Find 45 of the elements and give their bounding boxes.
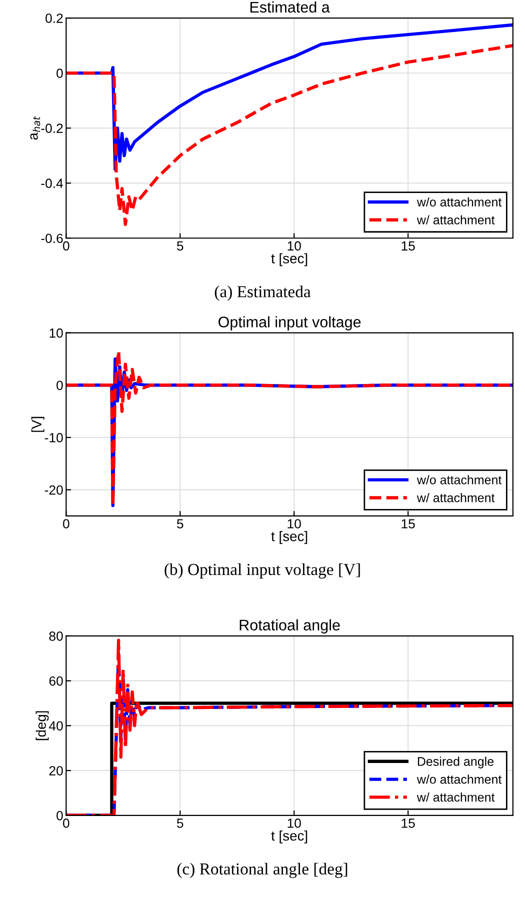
legend-label: w/ attachment bbox=[416, 215, 495, 224]
y-axis-title: [V] bbox=[31, 416, 44, 432]
x-tick-label: 10 bbox=[288, 818, 301, 828]
x-tick-label: 5 bbox=[176, 241, 184, 251]
y-tick-label: 60 bbox=[49, 676, 63, 686]
line-series bbox=[66, 44, 513, 226]
legend-label: w/ attachment bbox=[416, 792, 495, 802]
text: (c) Rotational angle [deg] bbox=[177, 862, 348, 878]
chart-title: Estimated a bbox=[250, 1, 330, 13]
y-tick-label: 0 bbox=[56, 380, 63, 390]
legend-label: w/o attachment bbox=[416, 197, 502, 207]
x-tick-label: 0 bbox=[62, 519, 70, 528]
y-axis-title: [deg] bbox=[36, 711, 49, 740]
y-tick-label: 0 bbox=[56, 810, 63, 820]
text: (a) Estimateda bbox=[214, 286, 311, 301]
x-tick-label: 5 bbox=[176, 818, 184, 828]
y-tick-label: 40 bbox=[49, 721, 63, 731]
x-tick-label: 10 bbox=[288, 519, 301, 528]
legend-label: w/o attachment bbox=[416, 475, 502, 484]
y-tick-label: -0.6 bbox=[41, 234, 63, 244]
legend-label: Desired angle bbox=[418, 756, 494, 768]
y-tick-label: 20 bbox=[49, 766, 63, 776]
y-tick-label: 0 bbox=[56, 68, 63, 78]
y-tick-label: -20 bbox=[44, 485, 63, 495]
y-tick-label: 80 bbox=[49, 631, 63, 641]
y-axis-title: a$_{hat}$ bbox=[30, 116, 40, 140]
text: (b) Optimal input voltage [V] bbox=[164, 563, 360, 579]
y-tick-label: -0.4 bbox=[41, 178, 63, 188]
x-tick-label: 15 bbox=[402, 519, 415, 528]
y-tick-label: -10 bbox=[44, 433, 63, 442]
x-axis-title: t [sec] bbox=[271, 531, 308, 544]
x-axis-title: t [sec] bbox=[271, 830, 308, 844]
x-tick-label: 15 bbox=[402, 818, 415, 828]
y-tick-label: 10 bbox=[50, 328, 63, 338]
x-tick-label: 15 bbox=[402, 241, 415, 251]
legend-label: w/ attachment bbox=[416, 493, 495, 502]
x-tick-label: 10 bbox=[288, 241, 301, 251]
chart-title: Rotatioal angle bbox=[240, 619, 340, 634]
x-tick-label: 0 bbox=[62, 818, 70, 828]
legend-label: w/o attachment bbox=[416, 774, 502, 784]
y-tick-label: 0.2 bbox=[46, 14, 63, 23]
chart-title: Optimal input voltage bbox=[218, 316, 361, 330]
x-axis-title: t [sec] bbox=[271, 253, 308, 266]
y-tick-label: -0.2 bbox=[41, 124, 63, 133]
x-tick-label: 5 bbox=[176, 519, 184, 528]
